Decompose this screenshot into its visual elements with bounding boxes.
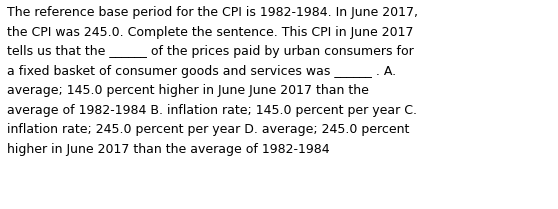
Text: The reference base period for the CPI is 1982-1984. In June 2017,
the CPI was 24: The reference base period for the CPI is… xyxy=(7,6,418,156)
